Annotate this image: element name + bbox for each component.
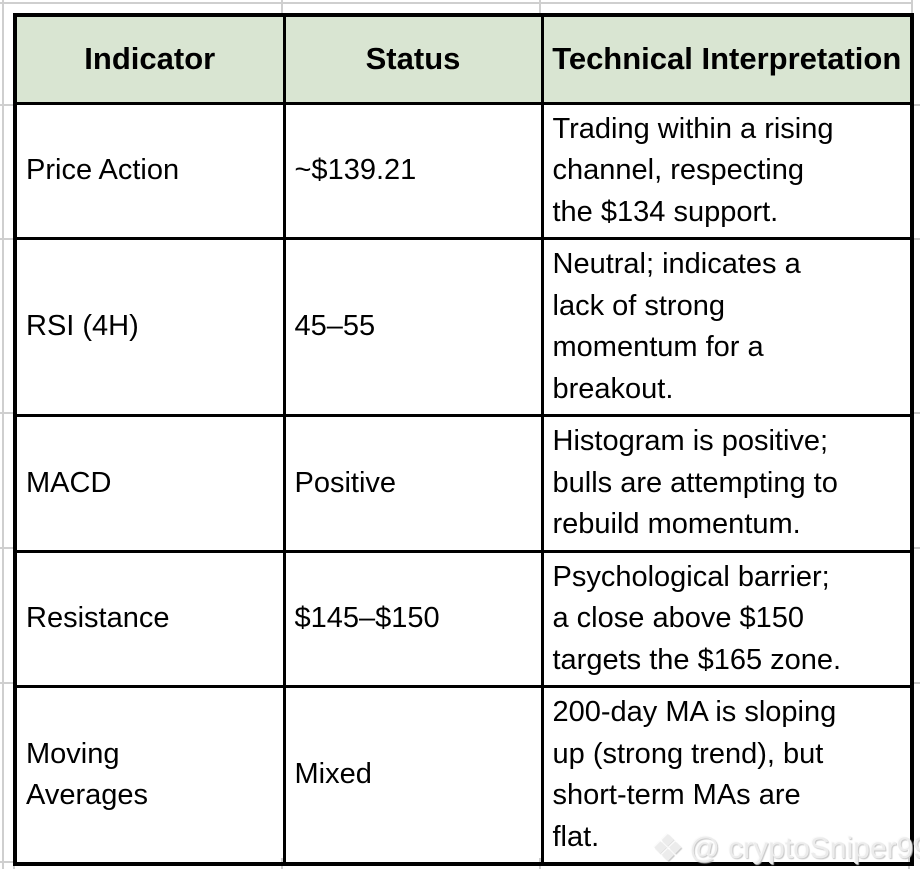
cell-interpretation: Histogram is positive; bulls are attempt… [540,414,914,553]
sheet-gridline [910,682,920,684]
table-row-price-action: Price Action ~$139.21 Trading within a r… [13,101,914,240]
sheet-gridline [911,0,913,13]
sheet-gridline [539,0,541,13]
sheet-gridline [0,104,13,106]
sheet-gridline [2,0,4,869]
header-row: Indicator Status Technical Interpretatio… [13,13,914,105]
cell-interpretation: Trading within a rising channel, respect… [540,101,914,240]
sheet-gridline [910,238,920,240]
cell-status: Mixed [282,685,544,866]
table-row-rsi: RSI (4H) 45–55 Neutral; indicates a lack… [13,237,914,417]
table-row-resistance: Resistance $145–$150 Psychological barri… [13,549,914,688]
cell-indicator: Resistance [13,549,286,688]
sheet-gridline [0,2,911,4]
cell-interpretation: Neutral; indicates a lack of strong mome… [540,237,914,417]
cell-status: Positive [282,414,544,553]
sheet-gridline [910,104,920,106]
sheet-gridline [0,861,13,863]
column-header-indicator: Indicator [13,13,286,105]
table-row-moving-averages: Moving Averages Mixed 200-day MA is slop… [13,685,914,866]
sheet-gridline [0,547,13,549]
cell-status: ~$139.21 [282,101,544,240]
table-row-macd: MACD Positive Histogram is positive; bul… [13,414,914,553]
technical-analysis-table: Indicator Status Technical Interpretatio… [13,13,914,866]
sheet-gridline [0,412,13,414]
cell-indicator: MACD [13,414,286,553]
cell-status: 45–55 [282,237,544,417]
sheet-gridline [910,412,920,414]
cell-status: $145–$150 [282,549,544,688]
column-header-status: Status [282,13,544,105]
cell-interpretation: 200-day MA is sloping up (strong trend),… [540,685,914,866]
cell-indicator: RSI (4H) [13,237,286,417]
sheet-gridline [910,547,920,549]
sheet-gridline [0,238,13,240]
cell-indicator: Price Action [13,101,286,240]
sheet-gridline [281,0,283,13]
column-header-technical-interpretation: Technical Interpretation [540,13,914,105]
cell-indicator: Moving Averages [13,685,286,866]
cell-interpretation: Psychological barrier; a close above $15… [540,549,914,688]
sheet-gridline [0,682,13,684]
